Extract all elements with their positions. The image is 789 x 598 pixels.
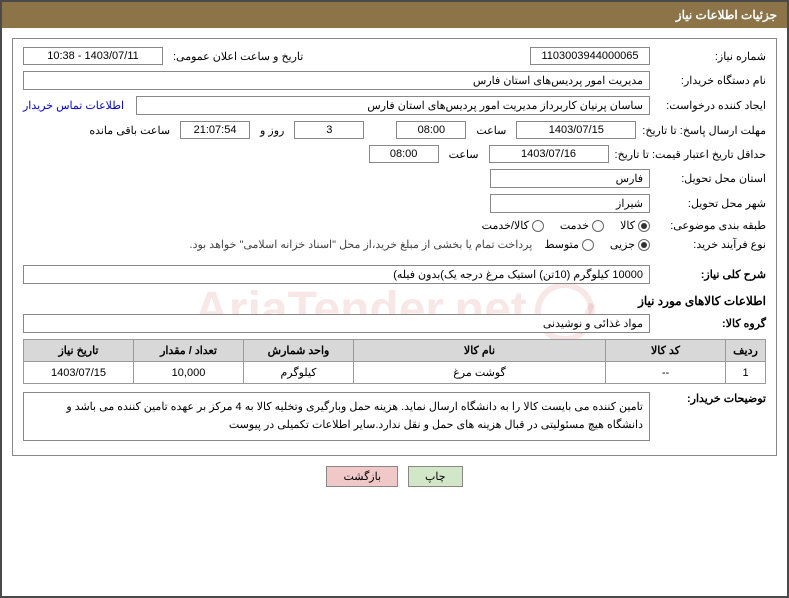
table-cell: کیلوگرم xyxy=(244,362,354,384)
radio-label: کالا xyxy=(620,219,635,232)
label-province: استان محل تحویل: xyxy=(656,172,766,185)
field-goods-group: مواد غذائی و نوشیدنی xyxy=(23,314,650,333)
table-cell: -- xyxy=(606,362,726,384)
radio-icon xyxy=(582,239,594,251)
back-button[interactable]: بازگشت xyxy=(326,466,398,487)
category-option-1[interactable]: خدمت xyxy=(560,219,604,232)
radio-icon xyxy=(532,220,544,232)
field-buyer-org: مدیریت امور پردیس‌های استان فارس xyxy=(23,71,650,90)
label-city: شهر محل تحویل: xyxy=(656,197,766,210)
radio-icon xyxy=(638,220,650,232)
label-hour-1: ساعت xyxy=(476,124,506,137)
label-validity: حداقل تاریخ اعتبار قیمت: تا تاریخ: xyxy=(615,148,766,161)
radio-group-category: کالا خدمت کالا/خدمت xyxy=(482,219,650,232)
label-goods-group: گروه کالا: xyxy=(656,317,766,330)
label-days-and: روز و xyxy=(260,124,284,137)
process-option-1[interactable]: متوسط xyxy=(544,238,594,251)
field-requester: ساسان پرنیان کاربرداز مدیریت امور پردیس‌… xyxy=(136,96,650,115)
field-deadline-time: 08:00 xyxy=(396,121,466,139)
label-process: نوع فرآیند خرید: xyxy=(656,238,766,251)
field-validity-time: 08:00 xyxy=(369,145,439,163)
radio-label: جزیی xyxy=(610,238,635,251)
label-buyer-notes: توضیحات خریدار: xyxy=(656,392,766,405)
field-buyer-notes: تامین کننده می بایست کالا را به دانشگاه … xyxy=(23,392,650,441)
field-deadline-date: 1403/07/15 xyxy=(516,121,636,139)
table-header: ردیف xyxy=(726,340,766,362)
table-cell: 1403/07/15 xyxy=(24,362,134,384)
field-province: فارس xyxy=(490,169,650,188)
items-table: ردیفکد کالانام کالاواحد شمارشتعداد / مقد… xyxy=(23,339,766,384)
label-need-no: شماره نیاز: xyxy=(656,50,766,63)
radio-label: کالا/خدمت xyxy=(482,219,529,232)
label-category: طبقه بندی موضوعی: xyxy=(656,219,766,232)
field-general-desc: 10000 کیلوگرم (10تن) استیک مرغ درجه یک)ب… xyxy=(23,265,650,284)
table-header: واحد شمارش xyxy=(244,340,354,362)
items-section-header: اطلاعات کالاهای مورد نیاز xyxy=(23,294,766,308)
table-header: تعداد / مقدار xyxy=(134,340,244,362)
category-option-0[interactable]: کالا xyxy=(620,219,650,232)
table-cell: 1 xyxy=(726,362,766,384)
label-deadline: مهلت ارسال پاسخ: تا تاریخ: xyxy=(642,124,766,137)
label-requester: ایجاد کننده درخواست: xyxy=(656,99,766,112)
label-announce-dt: تاریخ و ساعت اعلان عمومی: xyxy=(173,50,303,63)
payment-note: پرداخت تمام یا بخشی از مبلغ خرید،از محل … xyxy=(190,238,533,251)
label-general-desc: شرح کلی نیاز: xyxy=(656,268,766,281)
radio-label: خدمت xyxy=(560,219,589,232)
field-validity-date: 1403/07/16 xyxy=(489,145,609,163)
buyer-contact-link[interactable]: اطلاعات تماس خریدار xyxy=(23,99,124,112)
field-time-left: 21:07:54 xyxy=(180,121,250,139)
field-days-left: 3 xyxy=(294,121,364,139)
table-cell: گوشت مرغ xyxy=(354,362,606,384)
radio-icon xyxy=(638,239,650,251)
print-button[interactable]: چاپ xyxy=(408,466,463,487)
details-frame: شماره نیاز: 1103003944000065 تاریخ و ساع… xyxy=(12,38,777,456)
radio-icon xyxy=(592,220,604,232)
process-option-0[interactable]: جزیی xyxy=(610,238,650,251)
panel-header: جزئیات اطلاعات نیاز xyxy=(2,2,787,28)
field-announce-dt: 1403/07/11 - 10:38 xyxy=(23,47,163,65)
label-buyer-org: نام دستگاه خریدار: xyxy=(656,74,766,87)
label-remaining: ساعت باقی مانده xyxy=(89,124,170,137)
field-city: شیراز xyxy=(490,194,650,213)
label-hour-2: ساعت xyxy=(449,148,479,161)
radio-group-process: جزیی متوسط xyxy=(544,238,650,251)
field-need-no: 1103003944000065 xyxy=(530,47,650,65)
category-option-2[interactable]: کالا/خدمت xyxy=(482,219,544,232)
table-header: نام کالا xyxy=(354,340,606,362)
table-header: کد کالا xyxy=(606,340,726,362)
table-cell: 10,000 xyxy=(134,362,244,384)
table-header: تاریخ نیاز xyxy=(24,340,134,362)
radio-label: متوسط xyxy=(544,238,579,251)
table-row: 1--گوشت مرغکیلوگرم10,0001403/07/15 xyxy=(24,362,766,384)
